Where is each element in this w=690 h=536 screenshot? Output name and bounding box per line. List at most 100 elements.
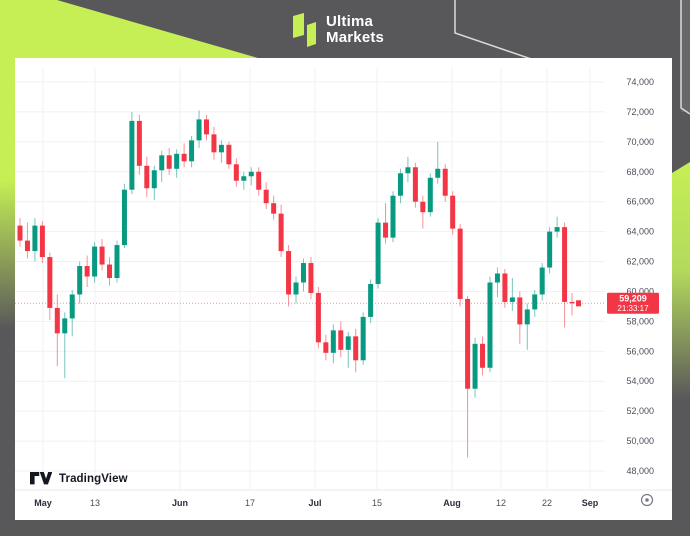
gear-icon[interactable]: [640, 493, 654, 507]
candle-body-down: [502, 273, 508, 302]
candle-body-down: [383, 222, 389, 238]
candle-body-up: [345, 336, 351, 350]
candle-body-down: [517, 297, 523, 325]
x-axis-label[interactable]: Jul: [308, 498, 321, 508]
candle-body-up: [77, 266, 83, 295]
y-axis-label[interactable]: 52,000: [626, 406, 654, 416]
candles-group: [17, 110, 575, 458]
candle-body-up: [539, 267, 545, 295]
ultima-markets-logo: [293, 13, 316, 47]
candle-body-down: [315, 292, 321, 343]
decor-left-strip: [0, 57, 15, 330]
candle-body-down: [353, 336, 359, 361]
y-axis-label[interactable]: 68,000: [626, 167, 654, 177]
y-axis-label[interactable]: 72,000: [626, 107, 654, 117]
candle-body-up: [114, 245, 120, 278]
x-axis-label[interactable]: 17: [245, 498, 255, 508]
candle-body-up: [62, 318, 68, 334]
x-axis-label[interactable]: 12: [496, 498, 506, 508]
x-axis-label[interactable]: 13: [90, 498, 100, 508]
x-axis-label[interactable]: 22: [542, 498, 552, 508]
y-axis-label[interactable]: 54,000: [626, 376, 654, 386]
y-axis-label[interactable]: 74,000: [626, 77, 654, 87]
candle-body-up: [554, 227, 560, 232]
last-price-value: 59,209: [619, 293, 647, 303]
candle-body-up: [472, 343, 478, 389]
ultima-markets-brand: Ultima Markets: [291, 12, 384, 48]
x-axis-label[interactable]: 15: [372, 498, 382, 508]
candle-body-up: [405, 167, 411, 174]
candle-body-up: [375, 222, 381, 284]
candle-body-down: [569, 301, 575, 304]
brand-name-line2: Markets: [326, 29, 385, 46]
candle-body-down: [562, 227, 568, 302]
candle-body-down: [263, 189, 269, 204]
decor-lime-wedge: [0, 0, 258, 58]
candle-body-down: [181, 153, 187, 162]
candle-body-up: [32, 225, 38, 252]
candle-body-up: [524, 309, 530, 325]
tradingview-attribution[interactable]: TradingView: [30, 472, 128, 485]
x-axis-label[interactable]: Sep: [582, 498, 599, 508]
y-axis-label[interactable]: 66,000: [626, 197, 654, 207]
header-band: Ultima Markets: [0, 0, 690, 58]
x-axis-label[interactable]: May: [34, 498, 52, 508]
decor-right-edge-strip: [681, 0, 690, 112]
candle-body-down: [278, 213, 284, 252]
candle-body-up: [427, 177, 433, 213]
candle-body-down: [480, 343, 486, 368]
x-axis-label[interactable]: Jun: [172, 498, 188, 508]
candle-body-up: [241, 176, 247, 181]
y-axis-label[interactable]: 70,000: [626, 137, 654, 147]
candle-body-down: [256, 171, 262, 190]
tradingview-logo: [30, 472, 52, 485]
candle-body-up: [189, 140, 195, 162]
x-axis-label[interactable]: Aug: [443, 498, 461, 508]
y-axis-label[interactable]: 62,000: [626, 257, 654, 267]
y-axis-label[interactable]: 64,000: [626, 227, 654, 237]
candle-body-up: [121, 189, 127, 246]
candle-body-up: [248, 171, 254, 177]
candle-body-down: [39, 225, 45, 258]
candle-body-up: [129, 120, 135, 190]
candle-body-up: [300, 263, 306, 283]
candle-body-down: [323, 342, 329, 353]
candle-body-up: [159, 155, 165, 171]
last-price-countdown: 21:33:17: [617, 304, 649, 313]
candle-body-down: [442, 168, 448, 196]
candle-body-down: [24, 240, 30, 252]
candle-body-down: [99, 246, 105, 265]
y-axis-label[interactable]: 48,000: [626, 466, 654, 476]
candle-body-down: [204, 119, 209, 135]
candle-body-up: [390, 195, 396, 238]
gear-icon-ring: [640, 493, 654, 507]
decor-right-shape: [672, 162, 690, 400]
candle-body-up: [174, 153, 180, 169]
candle-body-up: [397, 173, 403, 196]
gear-icon-dot: [645, 498, 649, 502]
decor-outline-shape-2: [680, 0, 690, 115]
candle-body-up: [547, 231, 553, 268]
candle-body-down: [226, 144, 232, 165]
candle-body-up: [69, 294, 75, 319]
brand-name-line1: Ultima: [326, 12, 374, 30]
candle-body-up: [509, 297, 515, 302]
candle-body-down: [211, 134, 217, 153]
candle-body-down: [412, 167, 418, 202]
y-axis-label[interactable]: 58,000: [626, 316, 654, 326]
candle-body-down: [144, 165, 150, 189]
last-price-marker: [576, 300, 582, 307]
candle-body-up: [196, 119, 202, 141]
candle-body-down: [271, 203, 277, 214]
candle-body-down: [17, 225, 23, 241]
y-axis-label[interactable]: 56,000: [626, 346, 654, 356]
y-axis-label[interactable]: 60,000: [626, 286, 654, 296]
candle-body-down: [54, 307, 60, 334]
candle-body-down: [166, 155, 172, 169]
candle-body-up: [494, 273, 500, 283]
y-axis-label[interactable]: 50,000: [626, 436, 654, 446]
candlestick-chart[interactable]: 74,000 72,000 70,000 68,000 66,000 64,000 62,0…: [15, 58, 672, 520]
candle-body-up: [368, 283, 374, 317]
candle-body-up: [360, 316, 366, 361]
